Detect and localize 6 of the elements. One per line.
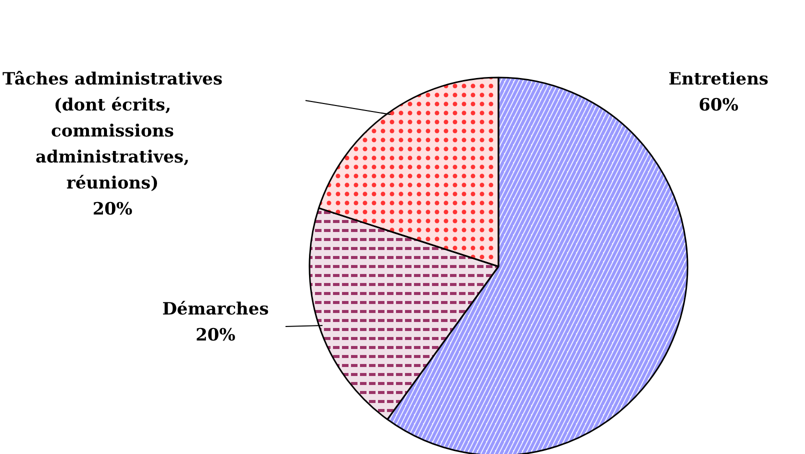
data-label: 20% <box>196 326 236 346</box>
slice-label: Entretiens <box>668 70 768 90</box>
slice-label: Tâches administratives (dont écrits, commissions administratives, réunions) <box>2 70 223 194</box>
data-label: 60% <box>698 96 738 116</box>
slice-label: Démarches <box>162 300 269 320</box>
data-label: 20% <box>92 200 132 220</box>
